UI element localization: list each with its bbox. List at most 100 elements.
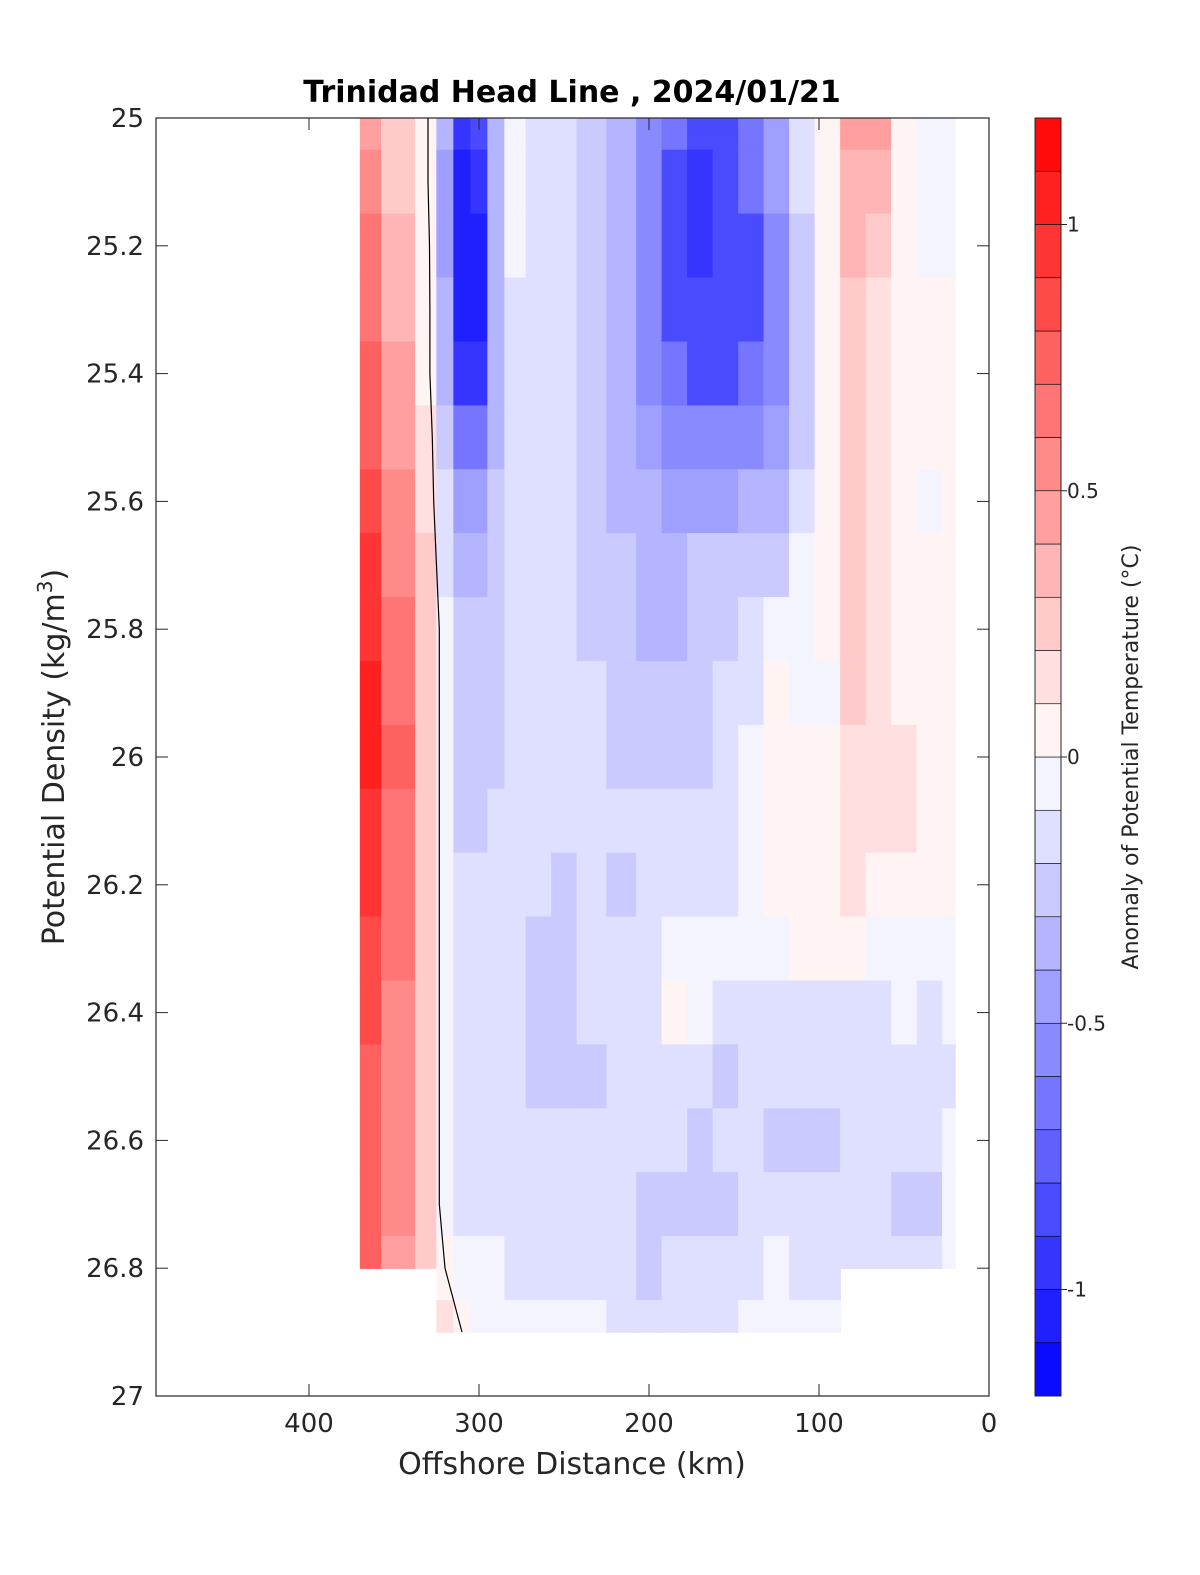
heatmap-cell xyxy=(636,916,663,982)
heatmap-cell xyxy=(738,597,765,662)
colorbar-swatch xyxy=(1034,224,1062,279)
heatmap-cell xyxy=(840,1236,867,1269)
heatmap-cell xyxy=(763,149,791,215)
heatmap-cell xyxy=(840,661,867,726)
heatmap-cell xyxy=(453,533,472,598)
heatmap-cell xyxy=(470,1172,489,1237)
heatmap-cell xyxy=(636,469,663,535)
heatmap-cell xyxy=(636,277,663,343)
heatmap-cell xyxy=(814,916,842,982)
heatmap-cell xyxy=(891,405,918,471)
heatmap-cell xyxy=(763,980,791,1046)
heatmap-cell xyxy=(891,980,918,1046)
heatmap-cell xyxy=(381,533,416,598)
heatmap-cell xyxy=(789,980,816,1046)
heatmap-cell xyxy=(470,916,489,982)
heatmap-cell xyxy=(865,533,893,598)
heatmap-cell xyxy=(504,1108,527,1174)
colorbar-swatch xyxy=(1034,117,1062,172)
heatmap-cell xyxy=(606,661,638,726)
heatmap-cell xyxy=(840,916,867,982)
heatmap-cell xyxy=(381,980,416,1046)
heatmap-cell xyxy=(738,213,765,279)
heatmap-cell xyxy=(415,597,438,662)
heatmap-cell xyxy=(359,149,383,215)
zero-contour-line xyxy=(427,118,463,1333)
heatmap-cell xyxy=(487,661,506,726)
heatmap-cell xyxy=(738,533,765,598)
colorbar-swatch xyxy=(1034,969,1062,1024)
heatmap-cell xyxy=(453,117,472,151)
heatmap-cell xyxy=(525,1172,553,1237)
heatmap-cell xyxy=(942,341,956,407)
heatmap-cell xyxy=(487,1044,506,1110)
heatmap-cell xyxy=(551,149,578,215)
heatmap-cell xyxy=(687,1236,714,1301)
heatmap-cell xyxy=(415,1236,438,1269)
heatmap-cell xyxy=(891,213,918,279)
heatmap-cell xyxy=(789,788,816,854)
x-tick-label: 100 xyxy=(794,1409,844,1439)
heatmap-cell xyxy=(916,469,944,535)
colorbar-swatch xyxy=(1034,1129,1062,1184)
heatmap-cell xyxy=(840,980,867,1046)
heatmap-cell xyxy=(525,980,553,1046)
heatmap-cell xyxy=(504,341,527,407)
heatmap-cell xyxy=(359,1044,383,1110)
colorbar-swatch xyxy=(1034,1289,1062,1344)
heatmap-cell xyxy=(789,852,816,918)
heatmap-cell xyxy=(687,1172,714,1237)
heatmap-cell xyxy=(606,916,638,982)
heatmap-cell xyxy=(381,405,416,471)
heatmap-cell xyxy=(453,724,472,790)
heatmap-cell xyxy=(789,149,816,215)
heatmap-cell xyxy=(661,1172,689,1237)
colorbar-swatch xyxy=(1034,809,1062,864)
heatmap-cell xyxy=(687,1108,714,1174)
heatmap-cell xyxy=(687,724,714,790)
heatmap-cell xyxy=(687,341,714,407)
y-axis-label-main: Potential Density (kg/m xyxy=(37,593,72,945)
heatmap-cell xyxy=(525,213,553,279)
heatmap-cell xyxy=(789,597,816,662)
heatmap-cell xyxy=(763,469,791,535)
heatmap-cell xyxy=(359,469,383,535)
heatmap-cell xyxy=(436,341,455,407)
heatmap-cell xyxy=(487,916,506,982)
heatmap-cell xyxy=(891,341,918,407)
heatmap-cell xyxy=(415,1172,438,1237)
y-axis-label: Potential Density (kg/m3) xyxy=(33,569,72,945)
heatmap-cell xyxy=(470,533,489,598)
heatmap-cell xyxy=(576,852,608,918)
heatmap-cell xyxy=(504,533,527,598)
heatmap-cell xyxy=(840,1172,867,1237)
heatmap-cell xyxy=(487,213,506,279)
heatmap-cell xyxy=(942,788,956,854)
heatmap-cell xyxy=(381,149,416,215)
heatmap-cell xyxy=(415,341,438,407)
heatmap-cell xyxy=(436,149,455,215)
heatmap-cell xyxy=(661,533,689,598)
heatmap-cell xyxy=(551,117,578,151)
heatmap-cell xyxy=(636,1172,663,1237)
heatmap-cell xyxy=(436,1300,455,1333)
heatmap-cell xyxy=(504,469,527,535)
colorbar-swatch xyxy=(1034,543,1062,598)
heatmap-cell xyxy=(916,213,944,279)
heatmap-cell xyxy=(763,852,791,918)
heatmap-cell xyxy=(470,597,489,662)
heatmap-cell xyxy=(606,341,638,407)
heatmap-cell xyxy=(636,1236,663,1301)
heatmap-cell xyxy=(606,1300,638,1333)
heatmap-cell xyxy=(636,341,663,407)
heatmap-cell xyxy=(865,980,893,1046)
heatmap-cell xyxy=(504,980,527,1046)
heatmap-cell xyxy=(942,469,956,535)
heatmap-cell xyxy=(470,724,489,790)
heatmap-cell xyxy=(712,341,740,407)
heatmap-cell xyxy=(712,469,740,535)
heatmap-cell xyxy=(865,1236,893,1269)
heatmap-cell xyxy=(712,1108,740,1174)
heatmap-cell xyxy=(359,980,383,1046)
heatmap-cell xyxy=(525,788,553,854)
